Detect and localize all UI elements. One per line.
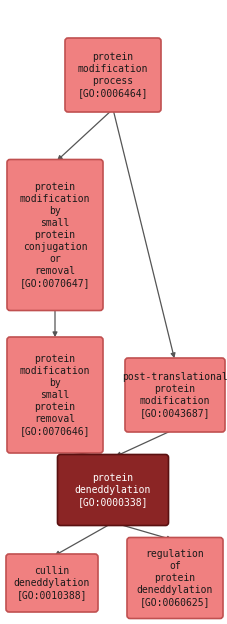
FancyBboxPatch shape [6,554,98,612]
FancyBboxPatch shape [125,358,225,432]
Text: regulation
of
protein
deneddylation
[GO:0060625]: regulation of protein deneddylation [GO:… [137,549,213,607]
Text: protein
modification
process
[GO:0006464]: protein modification process [GO:0006464… [78,52,148,98]
FancyBboxPatch shape [7,337,103,453]
Text: post-translational
protein
modification
[GO:0043687]: post-translational protein modification … [122,372,227,418]
FancyBboxPatch shape [65,38,161,112]
Text: protein
deneddylation
[GO:0000338]: protein deneddylation [GO:0000338] [75,473,151,507]
Text: cullin
deneddylation
[GO:0010388]: cullin deneddylation [GO:0010388] [14,566,90,600]
FancyBboxPatch shape [127,537,223,618]
FancyBboxPatch shape [57,454,168,525]
FancyBboxPatch shape [7,160,103,311]
Text: protein
modification
by
small
protein
removal
[GO:0070646]: protein modification by small protein re… [20,354,90,436]
Text: protein
modification
by
small
protein
conjugation
or
removal
[GO:0070647]: protein modification by small protein co… [20,182,90,288]
